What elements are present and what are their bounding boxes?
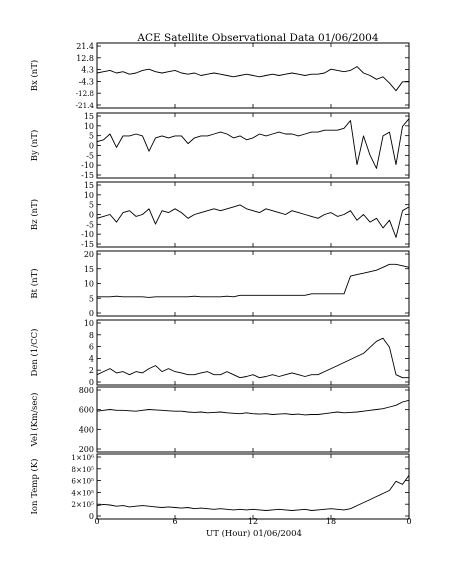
x-axis-label: UT (Hour) 01/06/2004 bbox=[206, 528, 302, 539]
panel-0: 21.4 12.8 4.3 -4.3 -12.8 -21.4 Bx (nT) bbox=[29, 42, 410, 110]
x-tick-label: 6 bbox=[172, 517, 177, 526]
series-line bbox=[97, 263, 410, 298]
series-line bbox=[96, 399, 410, 416]
series-line bbox=[96, 204, 410, 238]
y-axis-label: By (nT) bbox=[29, 130, 40, 162]
y-tick-label: 15 bbox=[84, 181, 94, 190]
y-tick-label: 0 bbox=[89, 512, 94, 521]
x-tick-label: 0 bbox=[94, 517, 99, 526]
series-line bbox=[96, 337, 409, 379]
y-tick-label: 600 bbox=[79, 406, 94, 415]
y-tick-label: 15 bbox=[84, 265, 94, 274]
panels: 21.412.84.3-4.3-12.8-21.4Bx (nT)151050-5… bbox=[29, 42, 410, 521]
series-line bbox=[96, 475, 410, 511]
panel-frame bbox=[96, 112, 410, 179]
y-tick-label: 800 bbox=[79, 386, 94, 395]
y-tick-label: 200 bbox=[79, 445, 94, 454]
y-tick-label: -12.8 bbox=[76, 89, 95, 98]
panel-frame bbox=[96, 386, 410, 453]
y-tick-label: 0 bbox=[89, 211, 94, 220]
x-tick-label: 12 bbox=[248, 517, 258, 526]
y-tick-label: 10 bbox=[84, 122, 94, 131]
y-tick-label: 4 bbox=[89, 354, 94, 363]
y-tick-label: 10 bbox=[84, 280, 94, 289]
y-tick-label: 6×10⁵ bbox=[71, 477, 94, 486]
x-tick-label: 18 bbox=[326, 517, 336, 526]
y-axis-label: Bx (nT) bbox=[29, 60, 40, 92]
y-tick-label: -5 bbox=[86, 151, 94, 160]
chart-title: ACE Satellite Observational Data 01/06/2… bbox=[136, 32, 378, 44]
panel-4: 10 8 6 4 2 0 Den (1/CC) bbox=[29, 319, 410, 387]
series-line bbox=[96, 118, 410, 169]
panel-frame bbox=[96, 181, 410, 248]
series-line bbox=[96, 66, 409, 92]
y-tick-label: 8 bbox=[89, 331, 94, 340]
y-tick-label: 10 bbox=[84, 319, 94, 328]
y-axis-label: Bt (nT) bbox=[29, 268, 40, 298]
y-axis-label: Den (1/CC) bbox=[29, 329, 40, 377]
y-tick-label: 10 bbox=[84, 191, 94, 200]
y-tick-label: 400 bbox=[79, 425, 94, 434]
y-tick-label: 4.3 bbox=[81, 66, 94, 75]
y-tick-label: -4.3 bbox=[79, 77, 94, 86]
y-axis-label: Bz (nT) bbox=[29, 199, 40, 230]
x-tick-labels: 0 6 12 18 0 bbox=[94, 517, 411, 526]
y-tick-label: 5 bbox=[89, 201, 94, 210]
y-axis-label: Vel (Km/sec) bbox=[29, 393, 40, 448]
y-tick-label: -21.4 bbox=[76, 101, 95, 110]
y-tick-label: -15 bbox=[81, 240, 94, 249]
y-tick-label: 0 bbox=[89, 309, 94, 318]
y-tick-label: -10 bbox=[81, 161, 94, 170]
y-tick-label: -10 bbox=[81, 230, 94, 239]
y-tick-label: -5 bbox=[86, 220, 94, 229]
y-tick-label: 0 bbox=[89, 378, 94, 387]
panel-3: 20 15 10 5 0 Bt (nT) bbox=[29, 250, 410, 318]
y-tick-label: 21.4 bbox=[76, 42, 94, 51]
y-tick-label: 5 bbox=[89, 294, 94, 303]
y-tick-label: 4×10⁵ bbox=[71, 488, 94, 497]
y-tick-label: 6 bbox=[89, 343, 94, 352]
y-tick-label: 12.8 bbox=[76, 54, 94, 63]
y-tick-label: 20 bbox=[84, 250, 94, 259]
y-tick-label: 2 bbox=[89, 366, 94, 375]
y-tick-label: 2×10⁵ bbox=[71, 500, 94, 509]
y-tick-label: 8×10⁵ bbox=[71, 465, 94, 474]
y-tick-label: 1×10⁶ bbox=[71, 453, 94, 462]
x-tick-label: 0 bbox=[406, 517, 411, 526]
panel-frame bbox=[96, 319, 410, 386]
y-tick-label: 15 bbox=[84, 112, 94, 121]
y-tick-label: -15 bbox=[81, 171, 94, 180]
y-axis-label: Ion Temp (K) bbox=[29, 459, 40, 515]
y-tick-label: 5 bbox=[89, 132, 94, 141]
panel-6: 1×10⁶ 8×10⁵ 6×10⁵ 4×10⁵ 2×10⁵ 0 Ion Temp (K) bbox=[29, 453, 410, 521]
panel-5: 800 600 400 200 Vel (Km/sec) bbox=[29, 386, 410, 454]
y-tick-label: 0 bbox=[89, 142, 94, 151]
panel-frame bbox=[96, 250, 410, 317]
